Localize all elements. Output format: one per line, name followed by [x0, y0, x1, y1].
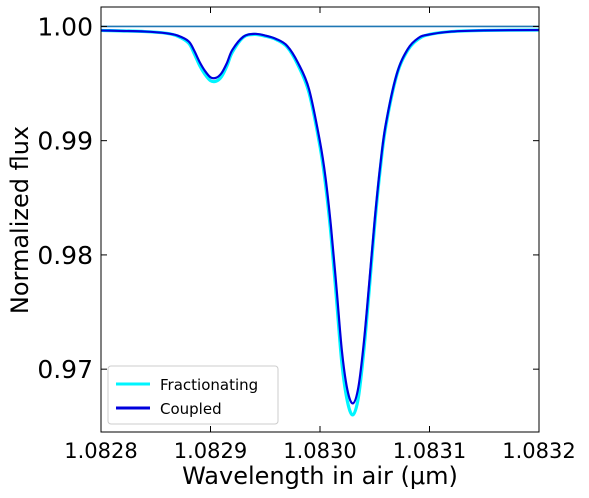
y-tick-label: 1.00 — [37, 12, 93, 41]
y-tick-label: 0.99 — [37, 127, 93, 156]
legend: Fractionating Coupled — [107, 365, 279, 425]
x-tick-label: 1.0829 — [174, 439, 247, 463]
series-layer — [101, 25, 539, 417]
plot-area — [101, 7, 539, 432]
x-axis-label: Wavelength in air (μm) — [182, 462, 458, 490]
x-tick-label: 1.0828 — [64, 439, 137, 463]
legend-label-fractionating: Fractionating — [160, 376, 258, 394]
series-line-coupled — [101, 28, 539, 405]
x-tick-label: 1.0832 — [502, 439, 575, 463]
legend-label-coupled: Coupled — [160, 400, 222, 418]
y-tick-label: 0.98 — [37, 241, 93, 270]
x-tick-label: 1.0831 — [393, 439, 466, 463]
tick-layer: 1.0828 1.0829 1.0830 1.0831 1.0832 0.97 0.98 0.… — [37, 7, 576, 463]
y-tick-label: 0.97 — [37, 355, 93, 384]
legend-box — [107, 365, 279, 425]
y-axis-label: Normalized flux — [6, 126, 34, 314]
x-tick-label: 1.0830 — [283, 439, 356, 463]
